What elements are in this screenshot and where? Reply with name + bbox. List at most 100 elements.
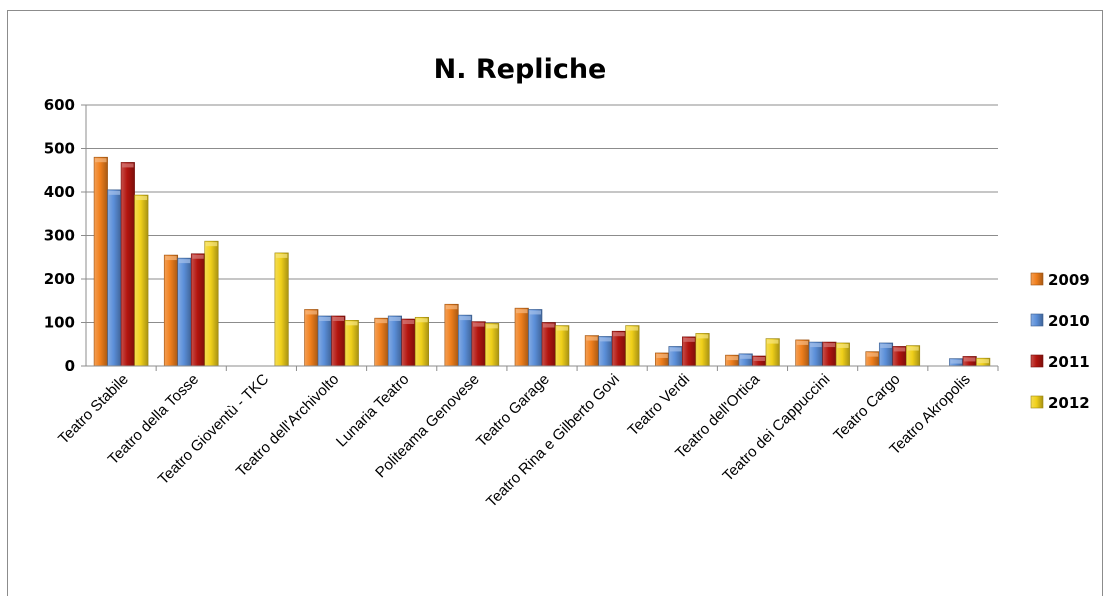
bar-cap [459, 316, 471, 321]
bar-cap [205, 242, 218, 247]
bar-2012-2 [274, 252, 289, 367]
bar-2011-5 [471, 321, 486, 367]
bar-cap [529, 310, 541, 315]
bar-cap [586, 336, 598, 341]
bar-2011-1 [190, 253, 206, 367]
bar-2009-6 [514, 307, 529, 367]
bar-2012-0 [134, 194, 149, 367]
bar-cap [880, 343, 892, 348]
bar-2009-4 [374, 317, 389, 367]
x-tick-label: Teatro Garage [473, 371, 553, 451]
bar-cap [753, 356, 765, 361]
bar-cap [135, 196, 148, 201]
x-tick-label: Lunaria Teatro [333, 371, 413, 451]
bar-cap [907, 346, 919, 351]
bar-cap [893, 347, 906, 352]
bar-cap [696, 334, 709, 339]
y-tick-label: 400 [44, 183, 75, 201]
bar-cap [305, 310, 318, 315]
bar-cap [346, 321, 358, 326]
bar-cap [683, 337, 695, 342]
bar-2010-1 [177, 257, 192, 367]
bar-chart: N. Repliche 0 100 200 300 400 500 600 Teatro S… [44, 54, 1090, 511]
x-tick-label: Teatro Rina e Gilberto Govi [483, 371, 623, 511]
bar-2010-6 [528, 309, 543, 367]
x-tick-label: Teatro Verdi [625, 371, 694, 440]
bar-cap [669, 347, 682, 352]
bar-2009-3 [304, 309, 319, 367]
bar-cap [445, 305, 458, 310]
bar-cap [810, 343, 822, 348]
bar-cap [766, 339, 779, 344]
x-tick-label: Teatro Stabile [55, 371, 132, 448]
bar-cap [402, 320, 415, 325]
bar-2011-3 [331, 315, 346, 367]
bar-2012-3 [344, 320, 359, 367]
bar-cap [178, 259, 191, 264]
legend-label-2012: 2012 [1048, 394, 1090, 412]
bar-cap [950, 359, 962, 364]
bar-cap [626, 326, 639, 331]
y-tick-label: 500 [44, 140, 75, 158]
bar-2010-3 [317, 315, 332, 367]
bar-2012-5 [485, 323, 500, 367]
y-tick-label: 600 [44, 96, 75, 114]
legend-swatch-2011 [1030, 354, 1044, 368]
bar-2011-0 [120, 162, 135, 367]
bar-2010-0 [107, 189, 122, 367]
bar-cap [837, 343, 849, 348]
legend: 2009 2010 2011 2012 [1030, 271, 1090, 412]
bar-cap [739, 354, 752, 359]
bar-cap [275, 253, 288, 258]
bar-2009-5 [444, 303, 459, 367]
bar-cap [866, 352, 879, 357]
y-tick-label: 0 [65, 357, 75, 375]
bar-cap [389, 316, 401, 321]
legend-swatch-2010 [1030, 313, 1044, 327]
bar-2009-1 [163, 254, 179, 367]
bar-cap [416, 318, 428, 323]
legend-label-2009: 2009 [1048, 271, 1090, 289]
bars [93, 156, 991, 367]
x-tick-label: Teatro Cargo [830, 371, 903, 444]
bar-2012-7 [625, 325, 640, 367]
legend-swatch-2012 [1030, 395, 1044, 409]
bar-cap [192, 254, 204, 259]
bar-cap [656, 353, 668, 358]
bar-cap [726, 356, 738, 361]
bar-2011-7 [611, 330, 626, 367]
y-tick-label: 200 [44, 270, 75, 288]
bar-2010-4 [387, 315, 402, 367]
bar-2012-4 [414, 316, 429, 367]
bar-cap [319, 316, 331, 321]
bar-cap [977, 359, 989, 364]
bar-cap [613, 332, 625, 337]
bar-2012-6 [555, 325, 570, 367]
bar-2009-0 [93, 156, 108, 367]
bar-2011-6 [541, 322, 556, 367]
bar-cap [599, 337, 612, 342]
axes [81, 104, 999, 371]
bar-2010-5 [458, 314, 473, 367]
bar-2012-1 [204, 240, 219, 367]
bar-cap [556, 326, 568, 331]
legend-label-2011: 2011 [1048, 353, 1090, 371]
bar-cap [95, 158, 107, 163]
legend-swatch-2009 [1030, 272, 1044, 286]
y-axis-ticks: 0 100 200 300 400 500 600 [44, 96, 75, 375]
bar-2011-4 [401, 318, 416, 367]
chart-frame: N. Repliche 0 100 200 300 400 500 600 Teatro S… [7, 10, 1103, 596]
bar-cap [108, 190, 121, 195]
bar-cap [122, 163, 134, 168]
legend-label-2010: 2010 [1048, 312, 1090, 330]
bar-cap [486, 324, 498, 329]
bar-cap [796, 340, 809, 345]
bar-cap [823, 343, 836, 348]
bar-cap [516, 309, 528, 314]
chart-title: N. Repliche [434, 54, 607, 85]
bar-cap [472, 322, 485, 327]
bar-cap [543, 323, 555, 328]
bar-cap [165, 256, 177, 261]
y-tick-label: 300 [44, 227, 75, 245]
